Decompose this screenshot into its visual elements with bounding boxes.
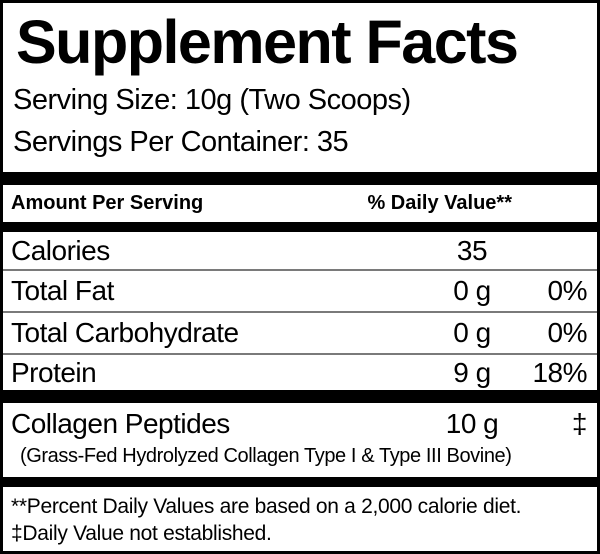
nutrient-row-protein: Protein 9 g 18% [3,353,597,390]
nutrient-amount: 10 g [445,408,499,439]
thick-divider-bottom [3,477,597,487]
nutrient-row-collagen-peptides: Collagen Peptides 10 g ‡ [3,403,597,445]
nutrient-daily-value: 18% [532,356,587,388]
thick-divider-mid [3,390,597,403]
nutrient-daily-value: 0% [547,275,588,306]
footnote-daily-values: **Percent Daily Values are based on a 2,… [11,495,522,518]
thick-divider-header [3,222,597,232]
amount-per-serving-header: Amount Per Serving [11,192,204,214]
footnote-dagger: ‡Daily Value not established. [11,521,272,545]
nutrient-amount: 0 g [453,275,491,306]
nutrient-name: Protein [11,356,97,388]
column-header-row: Amount Per Serving % Daily Value** [3,185,597,222]
nutrient-amount: 9 g [453,356,491,388]
nutrient-name: Collagen Peptides [11,408,230,439]
nutrient-row-calories: Calories 35 [3,232,597,269]
collagen-detail-text: (Grass-Fed Hydrolyzed Collagen Type I & … [20,445,512,467]
serving-size-text: Serving Size: 10g (Two Scoops) [13,84,411,116]
nutrient-daily-value-dagger: ‡ [571,408,588,439]
nutrient-name: Total Carbohydrate [11,317,239,348]
footnotes-section: **Percent Daily Values are based on a 2,… [3,487,597,548]
nutrient-row-total-fat: Total Fat 0 g 0% [3,269,597,311]
nutrient-row-total-carbohydrate: Total Carbohydrate 0 g 0% [3,311,597,353]
daily-value-header: % Daily Value** [367,192,512,214]
servings-per-container-text: Servings Per Container: 35 [13,126,349,158]
nutrient-amount: 0 g [453,317,491,348]
nutrient-name: Total Fat [11,275,114,306]
nutrient-amount: 35 [456,234,488,266]
thick-divider-top [3,172,597,185]
nutrient-name: Calories [11,234,110,266]
label-title: Supplement Facts [16,8,519,76]
nutrient-daily-value: 0% [547,317,588,348]
